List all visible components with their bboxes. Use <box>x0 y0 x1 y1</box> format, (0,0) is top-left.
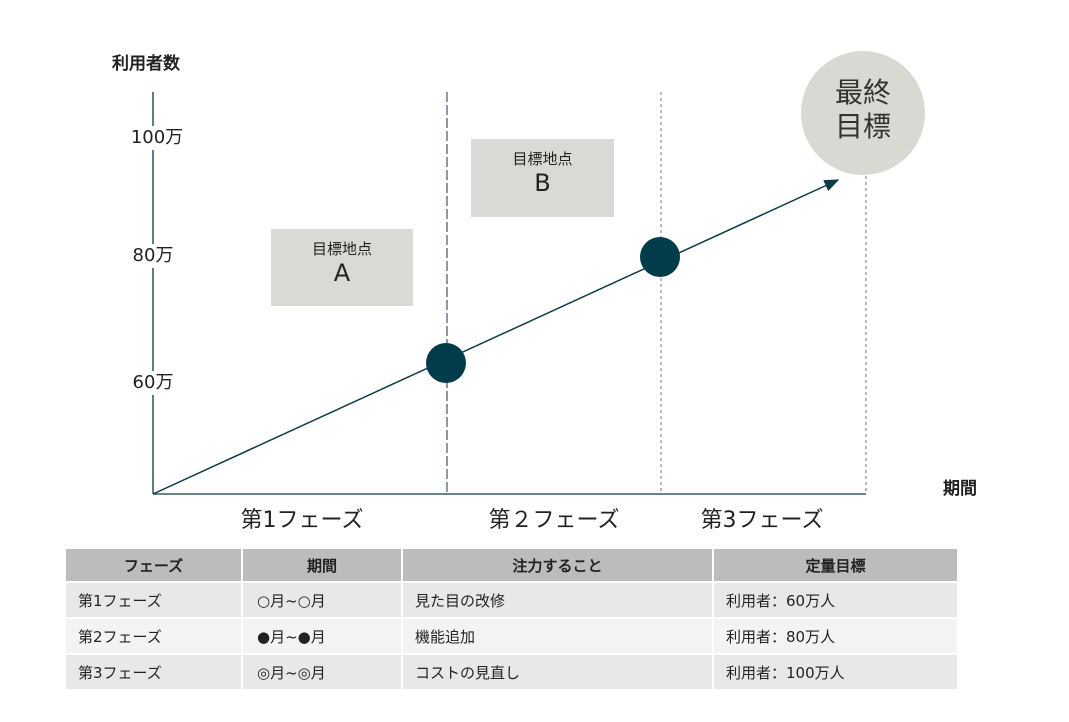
header-target: 定量目標 <box>714 549 957 581</box>
final-goal-circle <box>801 51 925 175</box>
goal-letter: A <box>333 259 351 287</box>
cell-focus: コストの見直し <box>403 655 712 689</box>
cell-period: ◎月~◎月 <box>243 655 401 689</box>
goal-letter: B <box>534 169 551 197</box>
cell-phase: 第3フェーズ <box>66 655 241 689</box>
phase-label-2: 第２フェーズ <box>488 508 620 533</box>
cell-phase: 第1フェーズ <box>66 583 241 617</box>
goal-title: 目標地点 <box>512 150 573 168</box>
goal-title: 目標地点 <box>311 240 372 258</box>
x-axis-label: 期間 <box>943 479 977 499</box>
growth-arrow <box>152 179 840 495</box>
final-goal-line: 目標 <box>834 110 891 143</box>
phase-label-1: 第1フェーズ <box>240 508 364 533</box>
y-tick-80: 80万 <box>117 244 189 268</box>
cell-focus: 機能追加 <box>403 619 712 653</box>
table-header-row: フェーズ 期間 注力すること 定量目標 <box>66 549 957 581</box>
table-row: 第3フェーズ ◎月~◎月 コストの見直し 利用者：100万人 <box>66 655 957 689</box>
cell-period: ●月~●月 <box>243 619 401 653</box>
y-axis-label: 利用者数 <box>112 54 180 74</box>
table-row: 第1フェーズ ○月~○月 見た目の改修 利用者：60万人 <box>66 583 957 617</box>
header-focus: 注力すること <box>403 549 712 581</box>
header-period: 期間 <box>243 549 401 581</box>
y-tick-100: 100万 <box>117 126 197 150</box>
milestone-dot-b <box>640 237 680 277</box>
y-tick-60: 60万 <box>117 371 189 395</box>
goal-box-b: 目標地点 B <box>471 139 614 217</box>
phase-table: フェーズ 期間 注力すること 定量目標 第1フェーズ ○月~○月 見た目の改修 … <box>64 547 959 691</box>
cell-target: 利用者：80万人 <box>714 619 957 653</box>
cell-target: 利用者：100万人 <box>714 655 957 689</box>
final-goal-label: 最終 目標 <box>801 76 925 144</box>
cell-focus: 見た目の改修 <box>403 583 712 617</box>
final-goal-line: 最終 <box>834 76 891 109</box>
goal-box-a: 目標地点 A <box>271 229 413 306</box>
header-phase: フェーズ <box>66 549 241 581</box>
table-row: 第2フェーズ ●月~●月 機能追加 利用者：80万人 <box>66 619 957 653</box>
milestone-dot-a <box>426 343 466 383</box>
cell-period: ○月~○月 <box>243 583 401 617</box>
cell-phase: 第2フェーズ <box>66 619 241 653</box>
cell-target: 利用者：60万人 <box>714 583 957 617</box>
phase-label-3: 第3フェーズ <box>700 508 824 533</box>
roadmap-diagram <box>152 51 925 495</box>
